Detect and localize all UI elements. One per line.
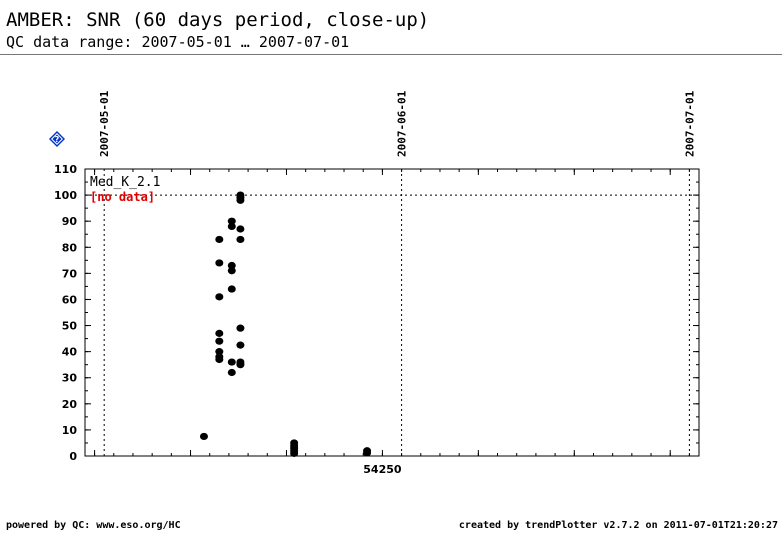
chart-subtitle: QC data range: 2007-05-01 … 2007-07-01 xyxy=(6,33,350,51)
data-point xyxy=(227,222,236,230)
y-tick-label: 10 xyxy=(62,424,78,437)
y-tick-label: 110 xyxy=(54,163,77,176)
data-point xyxy=(227,261,236,270)
data-point xyxy=(236,341,245,349)
data-point xyxy=(363,449,372,457)
data-point xyxy=(236,235,245,244)
no-data-label: [no data] xyxy=(90,190,155,204)
data-point xyxy=(215,337,224,345)
y-tick-label: 70 xyxy=(62,267,78,280)
date-marker-label: 2007-06-01 xyxy=(396,90,409,157)
help-icon[interactable]: ? xyxy=(49,131,65,147)
y-tick-label: 0 xyxy=(69,450,77,463)
header-divider xyxy=(0,54,782,55)
y-tick-label: 20 xyxy=(62,398,78,411)
data-point xyxy=(215,259,224,267)
data-point xyxy=(290,449,299,457)
footer-powered-by: powered by QC: www.eso.org/HC xyxy=(6,520,181,531)
data-point xyxy=(215,355,224,364)
y-tick-label: 90 xyxy=(62,215,78,228)
date-marker-label: 2007-07-01 xyxy=(683,90,696,157)
data-point xyxy=(227,358,236,366)
y-tick-label: 100 xyxy=(54,189,77,202)
y-tick-label: 50 xyxy=(62,320,78,333)
date-marker-label: 2007-05-01 xyxy=(98,90,111,157)
x-tick-label: 54250 xyxy=(363,463,402,476)
data-point xyxy=(215,329,224,337)
y-tick-label: 40 xyxy=(62,346,78,359)
panel-label: Med_K_2.1 xyxy=(90,175,160,190)
footer-created-by: created by trendPlotter v2.7.2 on 2011-0… xyxy=(458,520,778,531)
data-point xyxy=(215,235,224,244)
data-point xyxy=(227,217,236,225)
data-point xyxy=(236,196,245,204)
plot-frame xyxy=(84,168,700,457)
data-point xyxy=(236,324,245,332)
y-tick-label: 30 xyxy=(62,372,78,385)
data-point xyxy=(227,368,236,377)
y-tick-label: 60 xyxy=(62,293,78,306)
data-point xyxy=(215,348,224,356)
data-point xyxy=(215,293,224,301)
svg-text:?: ? xyxy=(55,135,60,144)
data-point xyxy=(236,361,245,369)
y-tick-label: 80 xyxy=(62,241,78,254)
data-point xyxy=(236,225,245,233)
chart-title: AMBER: SNR (60 days period, close-up) xyxy=(6,9,430,31)
data-point xyxy=(199,432,208,441)
data-point xyxy=(227,285,236,293)
data-point xyxy=(227,267,236,275)
